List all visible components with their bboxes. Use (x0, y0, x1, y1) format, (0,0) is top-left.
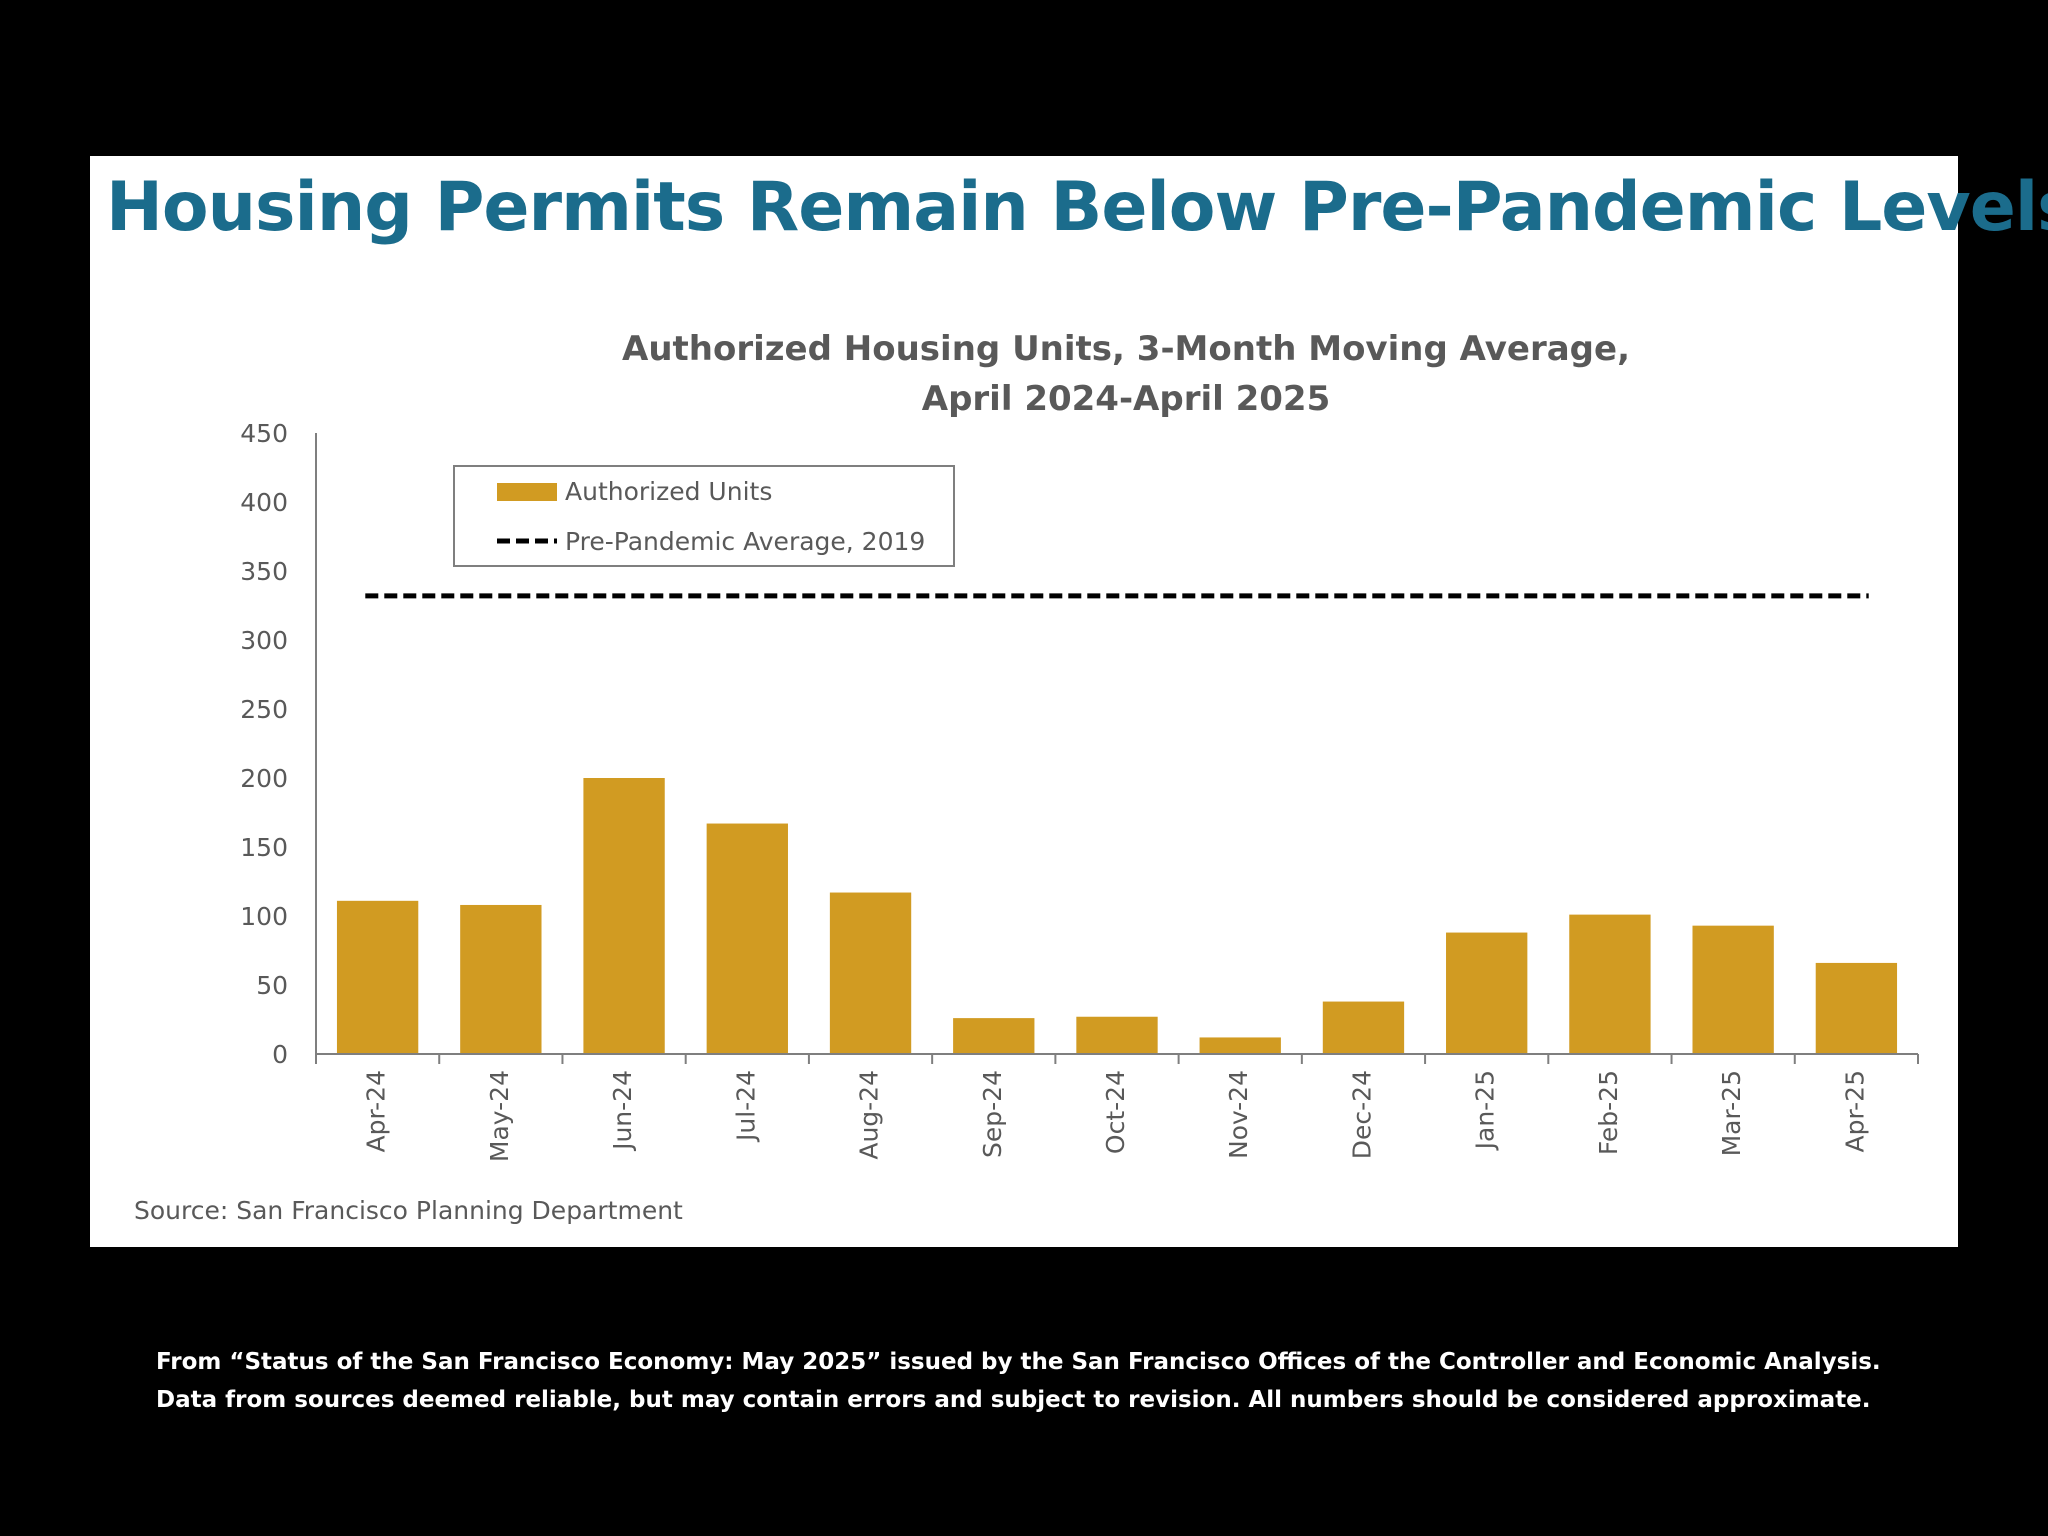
bar (1076, 1016, 1158, 1054)
bar (336, 900, 419, 1054)
bar-series (336, 778, 1898, 1054)
bar (953, 1018, 1035, 1054)
y-tick-label: 150 (240, 833, 288, 862)
slide-panel: Housing Permits Remain Below Pre-Pandemi… (90, 156, 2048, 1247)
y-tick-label: 250 (240, 695, 288, 724)
x-tick-label: Apr-25 (1840, 1070, 1869, 1152)
footer-disclaimer: From “Status of the San Francisco Econom… (156, 1343, 1996, 1419)
bar (1446, 932, 1528, 1054)
y-tick-label: 200 (240, 764, 288, 793)
y-tick-label: 400 (240, 488, 288, 517)
x-tick-label: Jul-24 (731, 1070, 760, 1143)
y-tick-label: 350 (240, 557, 288, 586)
footer-line: Data from sources deemed reliable, but m… (156, 1387, 1871, 1413)
y-tick-label: 450 (240, 419, 288, 448)
bar (460, 904, 542, 1054)
axes (315, 433, 1919, 1064)
x-tick-label: Feb-25 (1594, 1070, 1623, 1155)
x-tick-label: Apr-24 (362, 1070, 391, 1152)
page-title: Housing Permits Remain Below Pre-Pandemi… (106, 168, 2048, 247)
bar (1322, 1001, 1405, 1054)
chart-title-line: April 2024-April 2025 (922, 379, 1331, 419)
bar (1199, 1037, 1281, 1054)
bar (706, 823, 788, 1054)
source-note: Source: San Francisco Planning Departmen… (134, 1196, 683, 1225)
y-tick-label: 100 (240, 902, 288, 931)
chart-title-line: Authorized Housing Units, 3-Month Moving… (622, 329, 1630, 369)
x-tick-label: May-24 (485, 1070, 514, 1162)
legend: Authorized Units Pre-Pandemic Average, 20… (453, 465, 955, 567)
y-tick-label: 0 (272, 1040, 288, 1069)
bar (1569, 914, 1651, 1054)
footer-line: From “Status of the San Francisco Econom… (156, 1349, 1881, 1375)
x-tick-label: Aug-24 (855, 1070, 884, 1160)
x-axis-ticks: Apr-24 May-24 Jun-24 Jul-24 Aug-24 Sep-24 Oct-… (362, 1070, 1870, 1162)
x-tick-label: Sep-24 (978, 1070, 1007, 1158)
chart-title: Authorized Housing Units, 3-Month Moving… (622, 329, 1630, 419)
bar (583, 778, 665, 1054)
bar (1815, 962, 1898, 1054)
y-axis-ticks: 0 50 100 150 200 250 300 350 400 450 (240, 419, 288, 1069)
legend-label-pre-pandemic: Pre-Pandemic Average, 2019 (565, 527, 925, 556)
chart: Authorized Housing Units, 3-Month Moving… (240, 329, 1919, 1162)
y-tick-label: 50 (256, 971, 288, 1000)
x-tick-label: Nov-24 (1224, 1070, 1253, 1159)
x-tick-label: Oct-24 (1101, 1070, 1130, 1154)
x-tick-label: Jun-24 (608, 1070, 637, 1152)
bar (829, 892, 912, 1054)
legend-box (453, 465, 955, 567)
legend-swatch-bar (497, 483, 557, 501)
x-tick-label: Jan-25 (1471, 1070, 1500, 1151)
y-tick-label: 300 (240, 626, 288, 655)
bar (1692, 925, 1774, 1054)
x-tick-label: Dec-24 (1347, 1070, 1376, 1159)
x-tick-label: Mar-25 (1717, 1070, 1746, 1156)
legend-label-authorized-units: Authorized Units (565, 477, 772, 506)
